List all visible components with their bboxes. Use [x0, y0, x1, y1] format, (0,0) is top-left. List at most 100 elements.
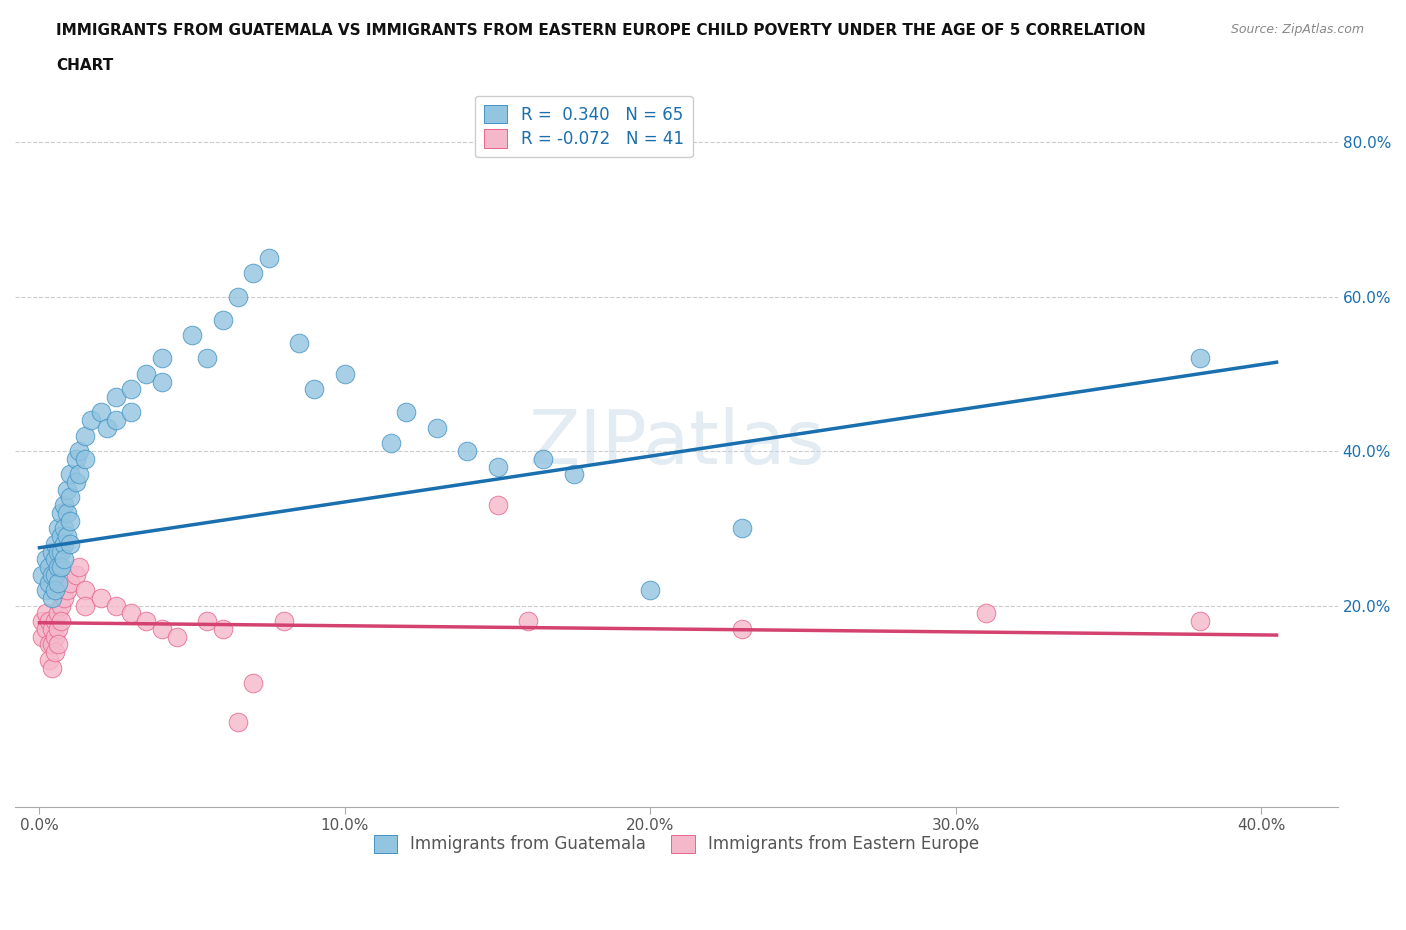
Point — [89, 591, 111, 605]
Point — [456, 444, 478, 458]
Point — [31, 630, 53, 644]
Point — [38, 575, 60, 590]
Point — [34, 606, 56, 621]
Point — [46, 637, 69, 652]
Point — [517, 614, 540, 629]
Point — [52, 551, 75, 566]
Point — [976, 606, 998, 621]
Point — [41, 637, 63, 652]
Point — [49, 544, 72, 559]
Point — [38, 560, 60, 575]
Point — [226, 714, 249, 729]
Point — [56, 583, 79, 598]
Point — [562, 467, 585, 482]
Point — [150, 621, 173, 636]
Point — [34, 583, 56, 598]
Point — [135, 366, 157, 381]
Point — [59, 575, 82, 590]
Point — [150, 374, 173, 389]
Point — [44, 644, 66, 659]
Point — [181, 327, 204, 342]
Point — [65, 474, 87, 489]
Point — [242, 675, 264, 690]
Point — [1189, 351, 1212, 365]
Point — [75, 428, 97, 443]
Point — [41, 567, 63, 582]
Point — [52, 537, 75, 551]
Point — [640, 583, 662, 598]
Point — [38, 637, 60, 652]
Point — [46, 575, 69, 590]
Point — [1189, 614, 1212, 629]
Point — [150, 351, 173, 365]
Point — [80, 413, 103, 428]
Point — [41, 591, 63, 605]
Point — [273, 614, 295, 629]
Point — [96, 420, 118, 435]
Point — [31, 567, 53, 582]
Point — [44, 614, 66, 629]
Point — [34, 621, 56, 636]
Point — [395, 405, 418, 420]
Point — [120, 606, 142, 621]
Point — [59, 467, 82, 482]
Point — [49, 528, 72, 543]
Point — [75, 583, 97, 598]
Point — [41, 660, 63, 675]
Point — [46, 521, 69, 536]
Point — [34, 551, 56, 566]
Point — [46, 606, 69, 621]
Point — [731, 621, 754, 636]
Point — [104, 413, 127, 428]
Point — [135, 614, 157, 629]
Point — [486, 498, 509, 512]
Point — [120, 405, 142, 420]
Point — [49, 560, 72, 575]
Point — [49, 506, 72, 521]
Point — [56, 483, 79, 498]
Point — [166, 630, 188, 644]
Point — [44, 537, 66, 551]
Legend: Immigrants from Guatemala, Immigrants from Eastern Europe: Immigrants from Guatemala, Immigrants fr… — [367, 828, 986, 860]
Point — [120, 382, 142, 397]
Point — [41, 544, 63, 559]
Point — [65, 451, 87, 466]
Point — [59, 490, 82, 505]
Point — [197, 351, 219, 365]
Point — [75, 598, 97, 613]
Point — [731, 521, 754, 536]
Text: IMMIGRANTS FROM GUATEMALA VS IMMIGRANTS FROM EASTERN EUROPE CHILD POVERTY UNDER : IMMIGRANTS FROM GUATEMALA VS IMMIGRANTS … — [56, 23, 1146, 38]
Point — [38, 652, 60, 667]
Point — [67, 467, 90, 482]
Point — [288, 336, 311, 351]
Point — [75, 451, 97, 466]
Point — [49, 614, 72, 629]
Point — [197, 614, 219, 629]
Point — [44, 567, 66, 582]
Point — [44, 551, 66, 566]
Point — [31, 614, 53, 629]
Point — [89, 405, 111, 420]
Point — [104, 598, 127, 613]
Point — [56, 506, 79, 521]
Point — [425, 420, 447, 435]
Point — [41, 621, 63, 636]
Point — [67, 560, 90, 575]
Point — [56, 528, 79, 543]
Point — [257, 250, 280, 265]
Point — [46, 544, 69, 559]
Point — [211, 621, 233, 636]
Text: Source: ZipAtlas.com: Source: ZipAtlas.com — [1230, 23, 1364, 36]
Point — [380, 436, 402, 451]
Point — [486, 459, 509, 474]
Point — [52, 521, 75, 536]
Point — [46, 560, 69, 575]
Point — [67, 444, 90, 458]
Point — [333, 366, 356, 381]
Point — [211, 312, 233, 327]
Point — [44, 630, 66, 644]
Text: CHART: CHART — [56, 58, 114, 73]
Point — [104, 390, 127, 405]
Point — [49, 598, 72, 613]
Point — [46, 621, 69, 636]
